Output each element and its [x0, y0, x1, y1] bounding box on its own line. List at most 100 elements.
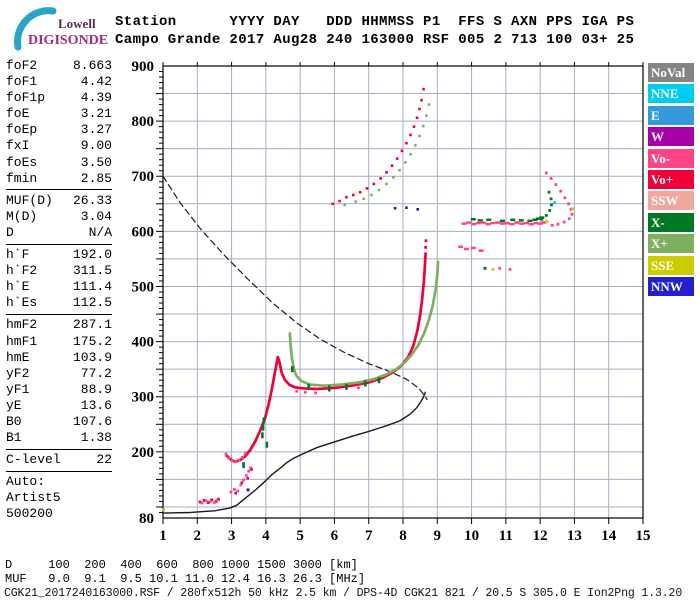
y-tick-label: 700 [132, 169, 155, 185]
param-value: 88.9 [80, 381, 112, 397]
param-row-foe: foE 3.21 [6, 106, 112, 122]
param-label: foF1p [6, 90, 46, 106]
param-row-hmf2: hmF2 287.1 [6, 317, 112, 333]
param-value: 8.663 [72, 58, 112, 73]
param-row-artist5: Artist5 [6, 490, 112, 506]
param-value: N/A [88, 224, 112, 240]
series-o-asymptote-top-dots [424, 239, 428, 249]
legend-item-vo: Vo+ [648, 169, 694, 189]
logo-lowell-text: Lowell [58, 16, 96, 31]
param-row-he: h`E 111.4 [6, 279, 112, 295]
param-row-auto: Auto: [6, 474, 112, 490]
y-tick-label: 600 [132, 224, 155, 240]
panel-separator [6, 243, 112, 245]
legend-item-x: X+ [648, 234, 694, 254]
series-third-hop-ordinary [331, 87, 425, 206]
y-tick-label: 80 [139, 511, 154, 527]
param-row-ye: yE 13.6 [6, 398, 112, 414]
header-values-row: Campo Grande 2017 Aug28 240 163000 RSF 0… [115, 32, 635, 48]
series-e-retardation-pink [229, 466, 253, 494]
series-e-retardation-blue [246, 488, 250, 492]
param-row-hf2: h`F2 311.5 [6, 263, 112, 279]
x-tick-label: 9 [434, 528, 442, 544]
param-label: hmF1 [6, 333, 38, 349]
legend-item-noval: NoVal [648, 63, 694, 82]
param-label: D [6, 224, 14, 240]
param-value: 4.39 [80, 90, 112, 106]
param-row-hmf1: hmF1 175.2 [6, 334, 112, 350]
param-value: 107.6 [72, 413, 112, 429]
param-value: 3.50 [80, 154, 112, 170]
series-second-hop-hook-green [540, 190, 553, 221]
series-f-trace-pink-fringe [224, 386, 360, 464]
panel-separator [6, 448, 112, 450]
param-label: Artist5 [6, 490, 61, 506]
param-label: h`F [6, 247, 30, 263]
legend-item-vo: Vo- [648, 148, 694, 168]
y-tick-label: 300 [132, 390, 155, 406]
param-value: 77.2 [80, 365, 112, 381]
param-label: h`Es [6, 295, 38, 311]
legend-item-e: E [648, 105, 694, 125]
param-row-md: M(D) 3.04 [6, 209, 112, 225]
param-label: yF1 [6, 381, 30, 397]
param-label: C-level [6, 452, 61, 468]
param-row-hf: h`F 192.0 [6, 247, 112, 263]
param-value: 175.2 [72, 333, 112, 349]
param-value: 287.1 [72, 317, 112, 333]
param-value: 26.33 [72, 192, 112, 208]
x-tick-label: 7 [365, 528, 373, 544]
legend-item-w: W [648, 127, 694, 147]
x-tick-label: 12 [533, 528, 548, 544]
series-second-hop-hook-pink [544, 171, 574, 227]
param-row-clevel: C-level 22 [6, 452, 112, 468]
legend-item-nne: NNE [648, 84, 694, 104]
series-x-minus-marks [242, 366, 381, 469]
legend-item-sse: SSE [648, 255, 694, 275]
panel-separator [6, 313, 112, 315]
series-second-hop-cyan-dot [553, 201, 556, 205]
series-second-hop-band-green [470, 216, 545, 223]
param-label: h`E [6, 279, 30, 295]
param-label: yE [6, 397, 22, 413]
parameter-panel: foF2 8.663 foF1 4.42 foF1p 4.39 foE 3.21 foEp 3.2… [6, 58, 112, 523]
series-yellow-marks [162, 207, 575, 512]
x-tick-label: 2 [194, 528, 202, 544]
x-tick-label: 3 [228, 528, 236, 544]
series-third-hop-navy-dots [393, 206, 420, 211]
param-row-fof1p: foF1p 4.39 [6, 90, 112, 106]
series-spread-530-pink [498, 266, 512, 271]
series-muf-transmission-curve [162, 175, 428, 401]
legend-item-ssw: SSW [648, 191, 694, 211]
param-label: foEs [6, 154, 38, 170]
panel-separator [6, 470, 112, 472]
param-row-yf2: yF2 77.2 [6, 366, 112, 382]
param-value: 13.6 [80, 397, 112, 413]
series-third-hop-extraordinary [343, 103, 431, 207]
param-value: 1.38 [80, 430, 112, 446]
x-tick-label: 15 [636, 528, 651, 544]
param-label: Auto: [6, 474, 46, 490]
x-tick-label: 4 [262, 528, 270, 544]
series-spread-560-pink [458, 245, 484, 252]
axis-ticks [156, 62, 644, 524]
param-label: MUF(D) [6, 192, 53, 208]
footer-info: CGK21_2017240163000.RSF / 280fx512h 50 k… [4, 587, 683, 600]
param-label: foF1 [6, 74, 38, 90]
param-label: h`F2 [6, 263, 38, 279]
param-row-fof2: foF2 8.663 [6, 58, 112, 74]
param-row-fmin: fmin 2.85 [6, 171, 112, 187]
echo-direction-legend: NoVal NNE E W Vo- Vo+ SSW X- X+ SSE NNW [648, 63, 694, 298]
logo-arc-icon [14, 7, 57, 51]
param-row-hme: hmE 103.9 [6, 350, 112, 366]
y-tick-label: 900 [132, 59, 155, 75]
param-label: foF2 [6, 58, 38, 73]
x-tick-label: 11 [499, 528, 513, 544]
param-value: 192.0 [72, 247, 112, 263]
x-tick-label: 8 [399, 528, 407, 544]
param-label: B0 [6, 413, 22, 429]
param-row-yf1: yF1 88.9 [6, 382, 112, 398]
param-value: 9.00 [80, 138, 112, 154]
param-value: 103.9 [72, 349, 112, 365]
